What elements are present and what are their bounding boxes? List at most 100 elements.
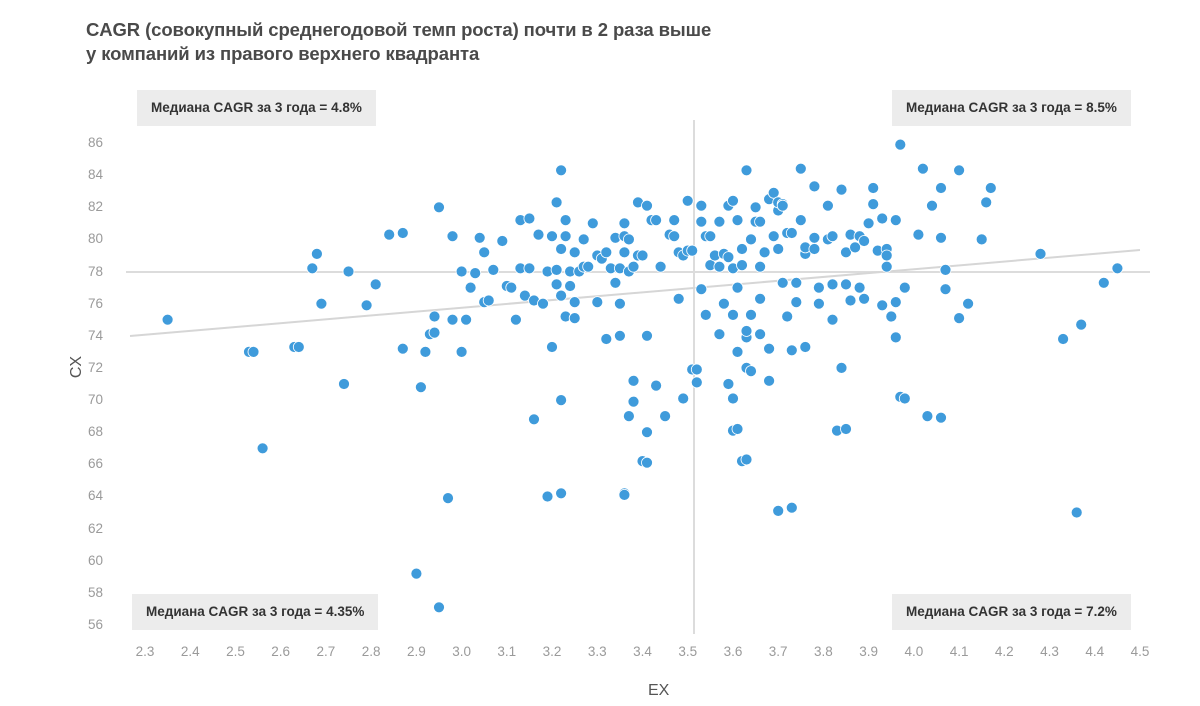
data-point [731,423,744,435]
data-point [636,249,649,262]
x-tick-label: 3.0 [452,644,471,659]
data-point [898,281,911,294]
x-tick-label: 4.5 [1130,644,1150,659]
data-point [659,410,671,423]
y-tick-label: 78 [88,263,104,279]
data-point [614,329,626,342]
data-point [446,313,459,326]
trend-line [129,249,1141,337]
chart-title: CAGR (совокупный среднегодовой темп рост… [86,18,711,66]
data-point [745,308,757,321]
data-point [894,138,907,151]
data-point [763,342,775,355]
data-point [835,361,848,374]
data-point [939,263,952,276]
y-tick-label: 74 [88,327,104,343]
x-tick-label: 2.9 [406,644,426,659]
data-point [826,278,839,291]
data-point [772,243,785,255]
data-point [410,567,423,580]
y-tick-label: 76 [88,295,104,311]
data-point [555,243,567,255]
x-tick-label: 2.6 [271,644,291,659]
data-point [338,378,350,390]
y-tick-label: 56 [88,617,104,632]
data-point [550,263,563,276]
data-point [763,374,775,387]
y-tick-label: 72 [88,359,104,375]
data-point [740,325,753,337]
data-point [555,487,567,500]
data-point [767,186,780,199]
y-tick-label: 62 [88,520,104,536]
data-point [559,214,572,227]
data-point [577,233,590,246]
data-point [1070,506,1083,519]
data-point [799,341,812,353]
data-point [984,182,997,194]
data-point [306,262,319,275]
data-point [727,392,739,405]
x-tick-label: 4.2 [994,644,1014,659]
data-point [591,296,604,309]
y-tick-label: 60 [88,552,104,568]
data-point [523,262,536,275]
data-point [853,281,866,294]
data-point [772,504,785,517]
data-point [641,426,653,439]
data-point [826,230,839,243]
data-point [740,164,753,177]
data-point [1057,333,1069,345]
data-point [568,296,581,309]
data-point [654,260,667,273]
data-point [618,246,631,259]
y-tick-label: 84 [88,167,104,183]
data-point [898,392,911,405]
data-point [840,246,852,259]
data-point [419,345,432,358]
data-point [496,235,509,247]
data-point [736,259,748,272]
data-point [731,345,744,358]
data-point [641,456,653,469]
data-point [745,233,757,246]
data-point [953,312,965,325]
x-tick-label: 3.6 [723,644,743,659]
data-point [473,231,486,244]
data-point [541,490,554,503]
data-point [889,214,902,227]
data-point [528,413,540,426]
data-point [926,199,938,212]
data-point [718,297,730,310]
chart-title-line-1: CAGR (совокупный среднегодовой темп рост… [86,19,712,40]
data-point [487,263,500,276]
data-point [822,199,834,212]
data-point [433,201,445,214]
data-point [758,246,771,259]
data-point [668,230,681,243]
data-point [161,313,174,326]
y-tick-label: 58 [88,584,104,600]
data-point [550,196,563,209]
data-point [808,243,821,255]
data-point [858,292,870,305]
x-tick-label: 2.7 [316,644,336,659]
data-point [785,344,798,357]
data-point [736,243,748,255]
data-point [396,342,409,355]
data-point [889,296,902,309]
x-tick-label: 3.2 [542,644,562,659]
y-axis-title: CX [68,355,85,379]
data-point [256,442,269,455]
data-point [885,310,898,323]
data-point [980,196,993,209]
data-point [686,244,699,257]
data-point [880,249,893,262]
x-tick-label: 3.5 [678,644,698,659]
data-point [623,233,635,246]
data-point [618,488,631,501]
data-point [745,365,757,378]
data-point [695,283,708,296]
y-tick-label: 86 [88,135,104,150]
data-point [482,294,495,307]
